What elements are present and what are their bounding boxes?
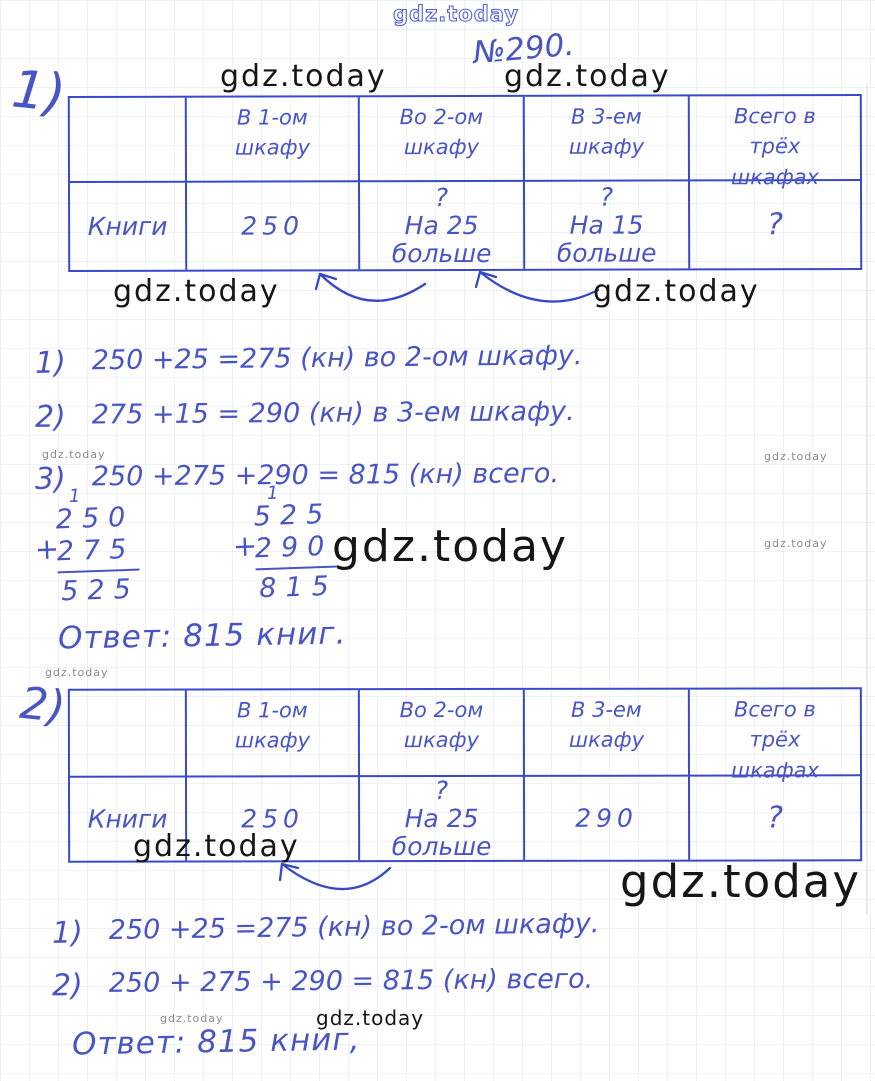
watermark-table2-left: gdz.today — [133, 829, 300, 864]
part1-step-2-number: 2) — [34, 399, 66, 435]
table1-header-col3-text: В 3-ем шкафу — [568, 104, 645, 160]
part1-step-3-text: 250 +275 +290 = 815 (кн) всего. — [91, 458, 560, 493]
part1-step-1-number: 1) — [34, 345, 66, 381]
addition2-carry: 1 — [266, 482, 279, 504]
part1-step-3: 3) 250 +275 +290 = 815 (кн) всего. — [35, 458, 559, 497]
watermark-top-outline: gdz.today — [392, 1, 519, 26]
table2-header-col1: В 1-ом шкафу — [186, 690, 361, 778]
arrow-col2-to-col1 — [318, 272, 427, 302]
watermark-mid-right-small-1: gdz.today — [764, 450, 828, 463]
table2-comparison-arrow — [278, 862, 392, 891]
addition1-sum: 525 — [60, 573, 141, 608]
addition1-carry: 1 — [68, 485, 81, 507]
part1-step-1-text: 250 +25 =275 (кн) во 2-ом шкафу. — [91, 340, 583, 377]
table2-corner-cell — [69, 690, 188, 778]
part2-step-2-number: 2) — [51, 968, 83, 1004]
table1-cell-col4-text: ? — [767, 206, 784, 242]
column-addition-1: 1 + 250 275 525 — [34, 486, 141, 609]
part1-step-2-text: 275 +15 = 290 (кн) в 3-ем шкафу. — [91, 396, 575, 431]
part2-answer: Ответ: 815 книг, — [71, 1021, 361, 1063]
arrow-col3-to-col2 — [478, 270, 600, 303]
table2-cell-col4-text: ? — [767, 800, 784, 836]
watermark-bottom-right-big: gdz.today — [620, 855, 862, 908]
table1-corner-cell — [69, 97, 187, 184]
table2-header-col4-text: Всего в трёх шкафах — [730, 697, 820, 783]
part1-answer: Ответ: 815 книг. — [57, 615, 347, 657]
table2-cell-col2: ? На 25 больше — [360, 775, 526, 861]
addition2-plus-sign: + — [232, 528, 258, 564]
part1-margin-label: 1) — [9, 59, 69, 125]
table1-row-label-text: Книги — [87, 211, 168, 241]
watermark-bottom-small: gdz.today — [160, 1012, 224, 1025]
watermark-below-table1-right: gdz.today — [593, 274, 760, 309]
part1-step-3-number: 3) — [34, 461, 66, 497]
table2-header-col2-text: Во 2-ом шкафу — [399, 697, 484, 753]
table1-cell-col3-text: ? На 15 больше — [556, 182, 657, 268]
table1-header-col3: В 3-ем шкафу — [524, 96, 690, 182]
part2-margin-label: 2) — [17, 677, 68, 734]
addition1-plus-sign: + — [34, 531, 60, 567]
arrow2-col2-to-col1-head — [278, 862, 300, 882]
table1-cell-col4: ? — [690, 181, 860, 268]
table2-header-col3: В 3-ем шкафу — [524, 689, 691, 777]
table1-cell-col2: ? На 25 больше — [359, 181, 526, 270]
table1-cell-col3: ? На 15 больше — [524, 181, 691, 269]
scan-edge-line — [866, 85, 868, 915]
addition2-addend-bottom: 290 — [254, 530, 338, 571]
addition1-addend-top: 250 — [55, 501, 135, 536]
part2-step-1: 1) 250 +25 =275 (кн) во 2-ом шкафу. — [52, 908, 600, 951]
table2-cell-col3: 290 — [525, 776, 691, 860]
table1-cell-col1: 250 — [186, 182, 361, 270]
watermark-answer1-small: gdz.today — [45, 666, 109, 679]
arrow-col3-to-col2-head — [474, 270, 498, 289]
table1-row-label: Книги — [69, 182, 188, 271]
addition2-addend-top: 525 — [253, 498, 333, 533]
column-addition-2: 1 + 525 290 815 — [232, 483, 339, 606]
table2-header-col1-text: В 1-ом шкафу — [234, 698, 311, 753]
part2-step-2-text: 250 + 275 + 290 = 815 (кн) всего. — [108, 963, 594, 999]
part1-step-2: 2) 275 +15 = 290 (кн) в 3-ем шкафу. — [35, 396, 575, 435]
watermark-below-table1-left: gdz.today — [113, 274, 280, 309]
table1-header-col4: Всего в трёх шкафах — [689, 95, 860, 189]
watermark-above-table1-left: gdz.today — [220, 59, 387, 94]
part2-step-1-text: 250 +25 =275 (кн) во 2-ом шкафу. — [108, 908, 600, 947]
table1-header-col1: В 1-ом шкафу — [186, 97, 360, 183]
table2-header-col2: Во 2-ом шкафу — [359, 689, 526, 778]
table1-header-col4-text: Всего в трёх шкафах — [730, 104, 820, 190]
table1-cell-col1-text: 250 — [241, 210, 305, 241]
table1-comparison-arrows — [314, 270, 600, 303]
addition2-sum: 815 — [258, 570, 339, 605]
table1-header-col2: Во 2-ом шкафу — [359, 96, 525, 183]
table2-cell-col2-text: ? На 25 больше — [391, 775, 492, 861]
table1-cell-col2-text: ? На 25 больше — [391, 182, 492, 268]
part1-step-1: 1) 250 +25 =275 (кн) во 2-ом шкафу. — [35, 340, 583, 381]
watermark-bottom-medium: gdz.today — [316, 1006, 425, 1030]
table2-cell-col4: ? — [690, 776, 860, 859]
addition1-addend-bottom: 275 — [56, 533, 140, 574]
watermark-above-table1-right: gdz.today — [504, 59, 671, 94]
table1-header-col1-text: В 1-ом шкафу — [234, 105, 311, 161]
table2-header-col3-text: В 3-ем шкафу — [568, 697, 645, 753]
table2-cell-col3-text: 290 — [575, 803, 638, 833]
part2-step-1-number: 1) — [51, 915, 84, 951]
watermark-mid-right-small-2: gdz.today — [764, 537, 828, 550]
watermark-mid-big: gdz.today — [332, 521, 569, 572]
watermark-mid-left-small: gdz.today — [42, 448, 106, 461]
part2-step-2: 2) 250 + 275 + 290 = 815 (кн) всего. — [52, 964, 593, 1004]
table2-header-col4: Всего в трёх шкафах — [689, 689, 861, 782]
arrow-col2-to-col1-head — [314, 272, 338, 291]
arrow2-col2-to-col1 — [280, 862, 392, 891]
table1-header-col2-text: Во 2-ом шкафу — [399, 104, 484, 160]
table1: В 1-ом шкафу Во 2-ом шкафу В 3-ем шкафу … — [67, 93, 863, 273]
